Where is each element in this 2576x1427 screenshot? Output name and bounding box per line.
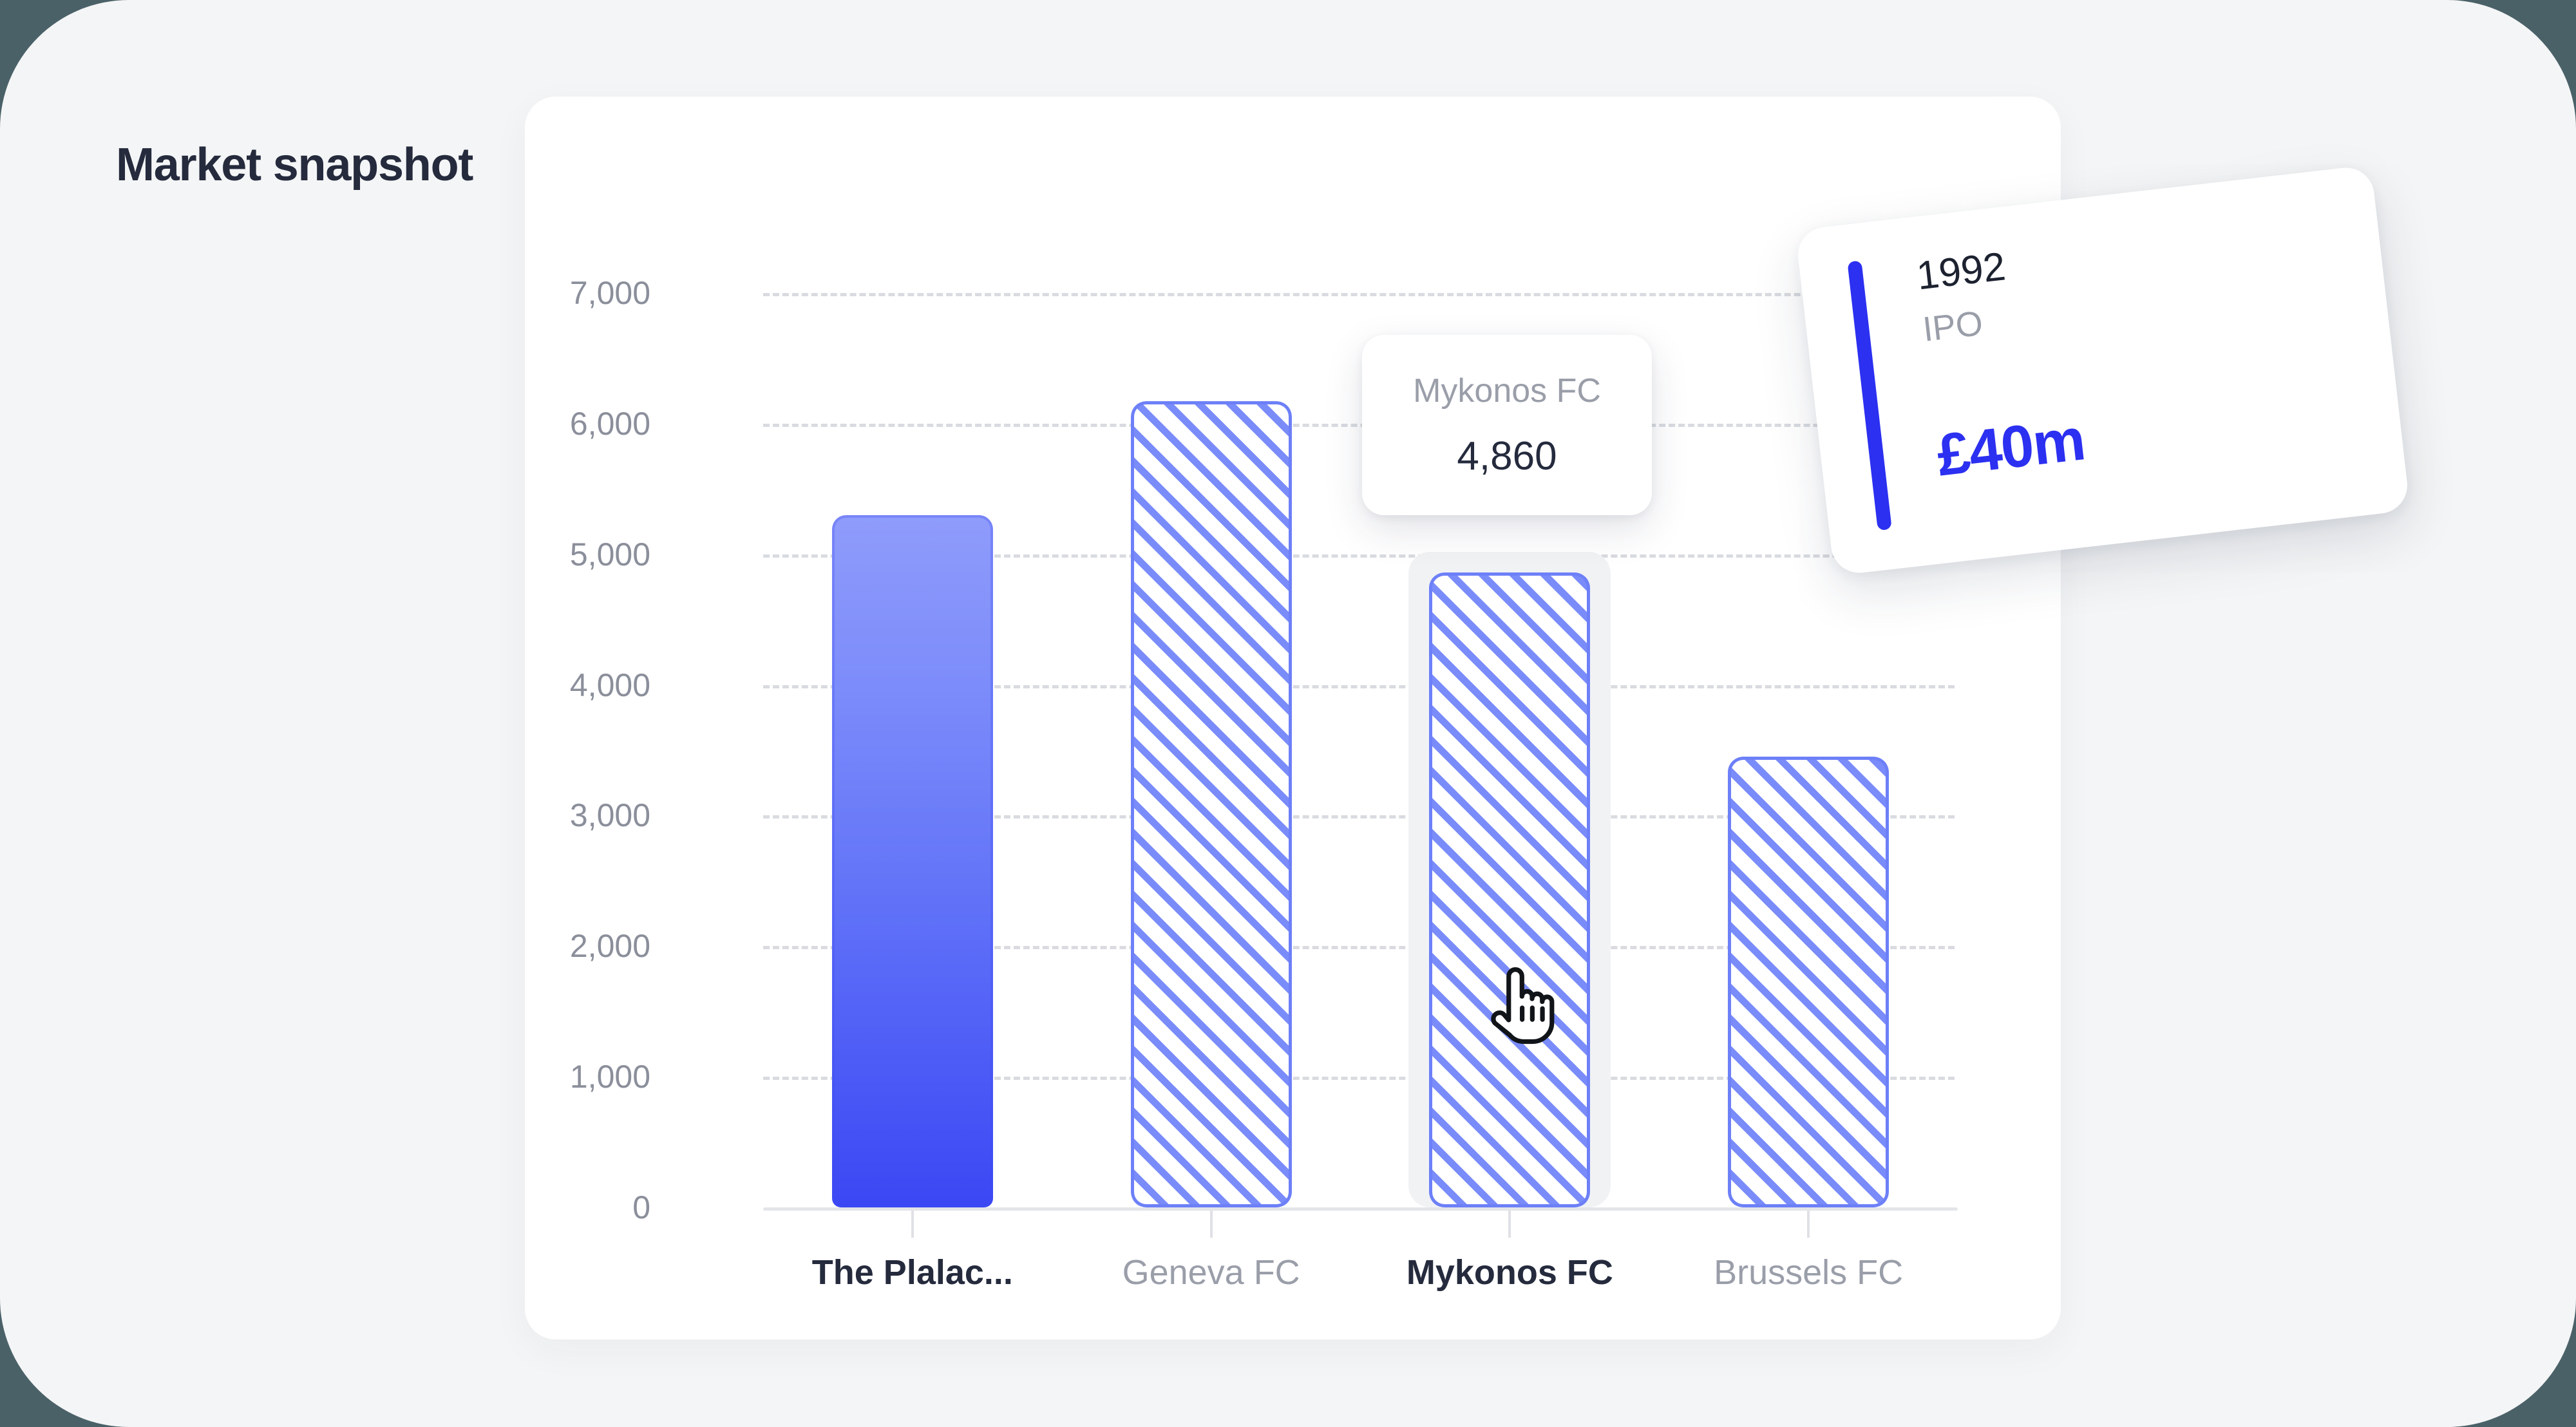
bar-geneva-fc[interactable]: [1130, 401, 1292, 1207]
ipo-info-card-body: 1992 IPO £40m: [1915, 207, 2374, 531]
accent-bar-icon: [1847, 260, 1892, 531]
bar-the-plalac[interactable]: [831, 515, 993, 1207]
x-axis-label-brussels-fc[interactable]: Brussels FC: [1714, 1253, 1904, 1292]
chart-tooltip: Mykonos FC 4,860: [1362, 335, 1652, 515]
ipo-value: £40m: [1933, 406, 2088, 489]
bar-brussels-fc[interactable]: [1728, 757, 1889, 1207]
tooltip-series-name: Mykonos FC: [1413, 372, 1601, 410]
x-axis-label-the-plalac[interactable]: The Plalac...: [811, 1253, 1013, 1292]
bar-mykonos-fc[interactable]: [1429, 572, 1591, 1207]
page-title: Market snapshot: [116, 139, 473, 191]
x-axis-label-mykonos-fc[interactable]: Mykonos FC: [1406, 1253, 1613, 1292]
ipo-info-card[interactable]: 1992 IPO £40m: [1795, 164, 2410, 576]
tooltip-series-value: 4,860: [1457, 433, 1557, 478]
x-axis-label-geneva-fc[interactable]: Geneva FC: [1122, 1253, 1300, 1292]
pointing-hand-cursor-icon: [1488, 963, 1558, 1046]
